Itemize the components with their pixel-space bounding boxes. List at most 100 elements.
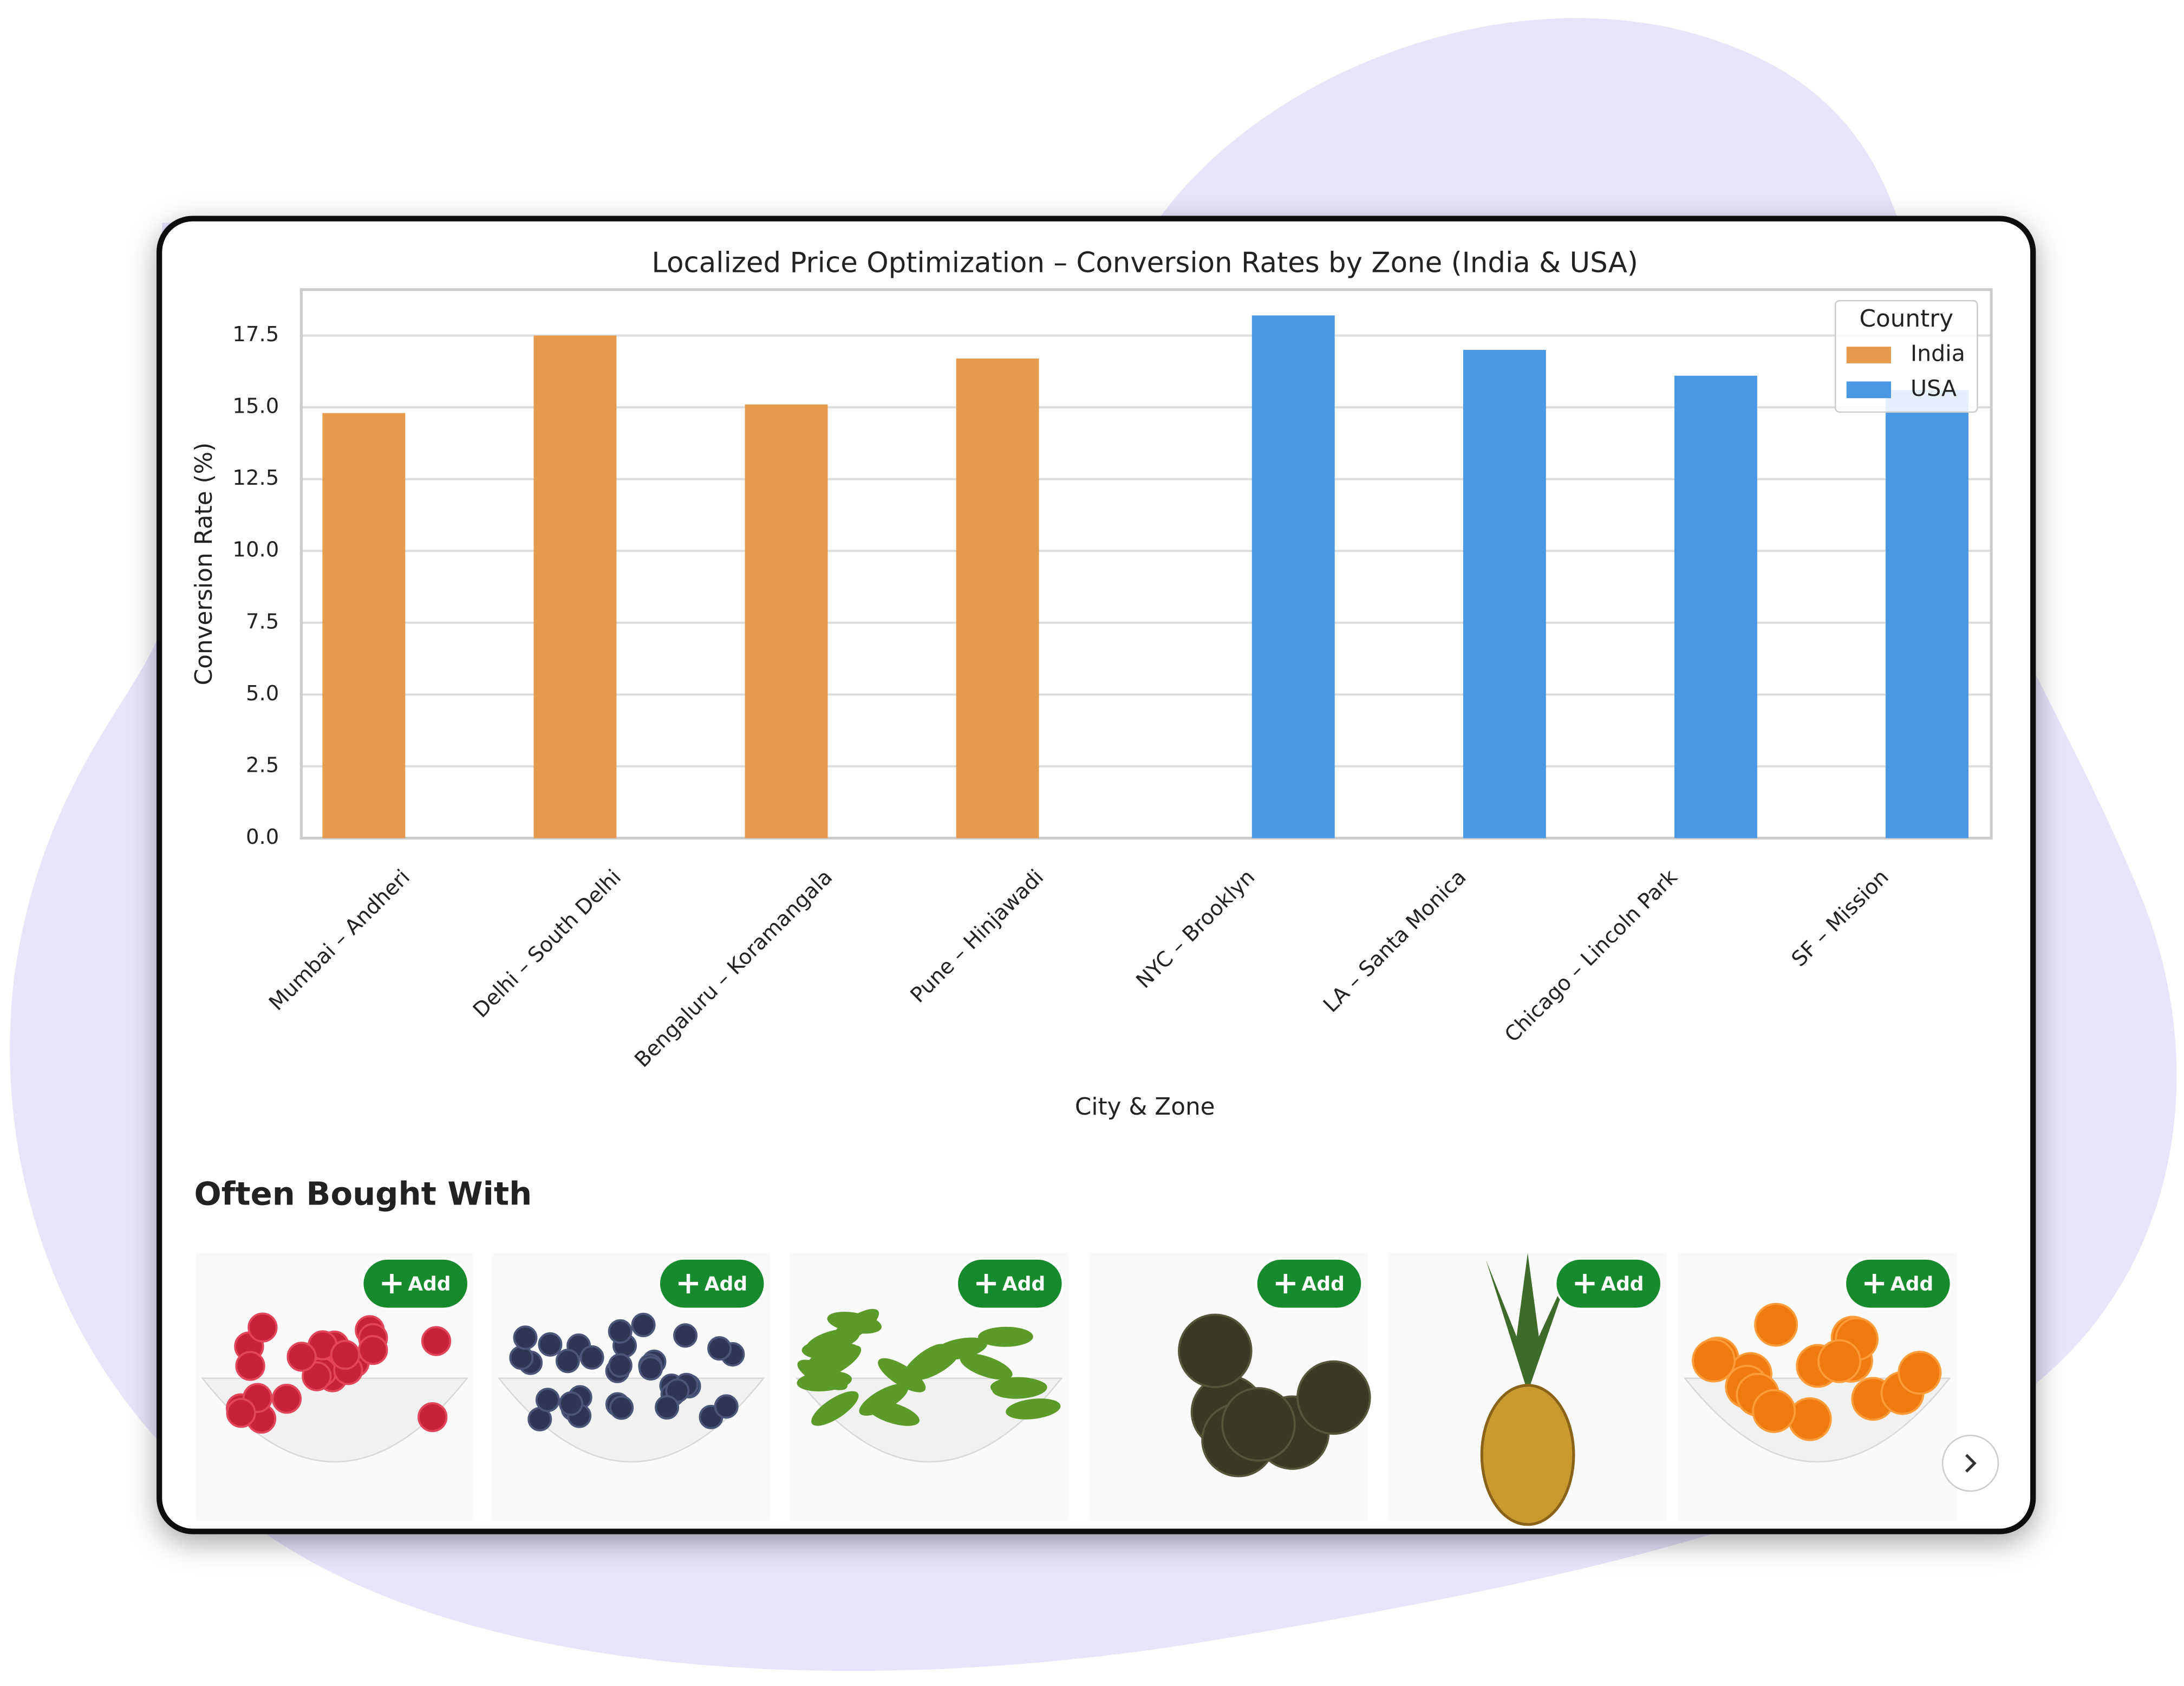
fruit (960, 1353, 1013, 1380)
add-button-label: Add (1302, 1273, 1345, 1296)
fruit (609, 1395, 634, 1420)
fruit (608, 1353, 633, 1378)
fruit (827, 1312, 882, 1334)
bar (956, 358, 1039, 838)
add-button[interactable]: Add (1255, 1257, 1364, 1310)
y-tick-label: 5.0 (246, 681, 279, 706)
plus-icon (976, 1274, 996, 1294)
fruit (1296, 1360, 1371, 1435)
bar (322, 413, 406, 838)
add-button[interactable]: Add (1844, 1257, 1952, 1310)
fruit (992, 1378, 1047, 1399)
y-axis-label: Conversion Rate (%) (190, 442, 218, 685)
plus-icon (1864, 1274, 1885, 1294)
add-button-bg (1844, 1257, 1952, 1310)
x-axis-label: City & Zone (1075, 1093, 1215, 1121)
fruit (806, 1329, 860, 1353)
y-tick-label: 10.0 (232, 538, 279, 562)
fruit (535, 1388, 560, 1412)
plus-icon (382, 1274, 402, 1294)
fruit (978, 1326, 1033, 1347)
add-button-label: Add (1601, 1273, 1644, 1296)
legend-swatch (1846, 347, 1892, 363)
add-button-bg (1554, 1257, 1663, 1310)
fruit (358, 1335, 388, 1365)
fruit (1788, 1397, 1832, 1441)
plus-icon (1275, 1274, 1295, 1294)
fruit (421, 1326, 452, 1356)
product-card: Add (195, 1253, 474, 1521)
bar (533, 335, 617, 838)
fruit (509, 1345, 534, 1370)
add-button[interactable]: Add (658, 1257, 766, 1310)
fruit (1898, 1351, 1942, 1395)
fruit (866, 1401, 920, 1426)
pineapple-leaves (1485, 1253, 1573, 1392)
fruit (1754, 1303, 1798, 1347)
fruit (1692, 1338, 1736, 1383)
add-button-label: Add (705, 1273, 747, 1296)
fruit (418, 1402, 448, 1433)
fruit (513, 1325, 538, 1350)
product-card: Add (492, 1253, 771, 1521)
product-card: Add (790, 1253, 1068, 1521)
y-tick-label: 12.5 (232, 466, 279, 490)
fruit (911, 1347, 960, 1381)
fruit (1006, 1398, 1061, 1420)
pineapple (1480, 1384, 1575, 1526)
fruit (1752, 1389, 1796, 1433)
add-button-bg (361, 1257, 470, 1310)
fruit (631, 1312, 656, 1337)
fruit (579, 1345, 604, 1370)
add-button-bg (658, 1257, 766, 1310)
fruit (608, 1319, 633, 1344)
fruit (707, 1336, 732, 1361)
fruit (811, 1391, 859, 1426)
fruit (638, 1356, 663, 1381)
fruit (559, 1391, 584, 1416)
fruit (235, 1351, 265, 1381)
bar (1886, 390, 1968, 838)
bar (1463, 350, 1546, 838)
fruit (286, 1342, 317, 1372)
product-card: Add (1678, 1253, 1957, 1521)
fruit (797, 1371, 852, 1392)
fruit (538, 1332, 563, 1357)
legend: Country India USA (1834, 300, 1978, 413)
add-button[interactable]: Add (956, 1257, 1064, 1310)
bar (1251, 315, 1335, 838)
chart-title: Localized Price Optimization – Conversio… (651, 246, 1638, 279)
section-title: Often Bought With (194, 1175, 532, 1212)
fruit (555, 1349, 580, 1373)
add-button-label: Add (408, 1273, 451, 1296)
legend-label: India (1911, 341, 1965, 367)
y-tick-label: 17.5 (232, 322, 279, 347)
often-bought-with: Often Bought With Add Add Add Add Add Add (194, 1175, 1999, 1526)
fruit (330, 1339, 361, 1370)
fruit (1817, 1339, 1862, 1383)
fruit (878, 1358, 926, 1392)
fruit (226, 1398, 256, 1428)
fruit (813, 1345, 862, 1379)
fruit (247, 1312, 278, 1343)
plot-frame (299, 288, 1993, 840)
fruit (673, 1323, 698, 1348)
next-arrow-bg (1941, 1435, 1999, 1492)
fruit (714, 1394, 739, 1419)
bar (1674, 375, 1757, 838)
y-tick-label: 0.0 (246, 825, 279, 849)
add-button[interactable]: Add (361, 1257, 470, 1310)
card (157, 216, 2036, 1534)
next-arrow[interactable] (1941, 1435, 1999, 1492)
y-tick-label: 15.0 (232, 394, 279, 419)
fruit (1178, 1313, 1253, 1388)
legend-label: USA (1911, 375, 1957, 401)
plus-icon (679, 1274, 699, 1294)
add-button[interactable]: Add (1554, 1257, 1663, 1310)
add-button-bg (1255, 1257, 1364, 1310)
add-button-label: Add (1002, 1273, 1045, 1296)
y-tick-label: 7.5 (246, 609, 279, 634)
add-button-label: Add (1890, 1273, 1933, 1296)
